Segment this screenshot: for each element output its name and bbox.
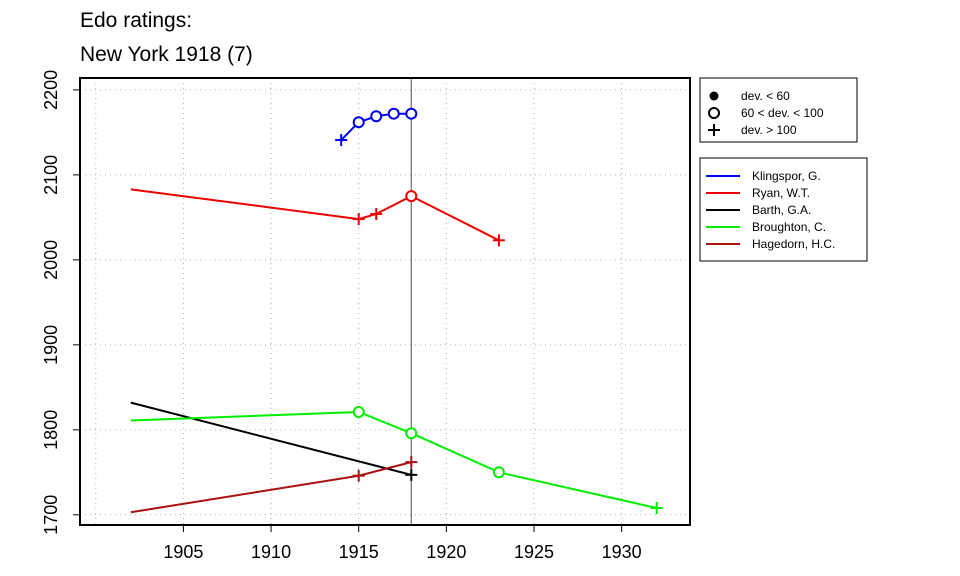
series-broughton-c- [130, 405, 663, 515]
y-tick-label: 1700 [41, 495, 61, 535]
point-plus [492, 234, 505, 247]
series-line [130, 188, 500, 242]
series-legend: Klingspor, G. Ryan, W.T. Barth, G.A. Brough… [699, 157, 868, 262]
x-tick-label: 1920 [426, 542, 466, 562]
point-circle [492, 466, 505, 479]
chart-title-line-1: Edo ratings: [80, 9, 193, 32]
point-circle [708, 107, 720, 119]
y-tick-label: 1800 [41, 410, 61, 450]
point-circle [387, 107, 400, 120]
point-circle [370, 110, 383, 123]
series-legend-label: Hagedorn, H.C. [752, 237, 835, 251]
x-tick-label: 1910 [251, 542, 291, 562]
series-legend-label: Broughton, C. [752, 220, 826, 234]
y-tick-label: 1900 [41, 325, 61, 365]
chart-title-line-2: New York 1918 (7) [80, 43, 253, 66]
point-plus [352, 469, 365, 482]
point-plus [335, 134, 348, 147]
marker-legend: dev. < 60 60 < dev. < 100 dev. > 100 [699, 77, 858, 143]
series-legend-label: Klingspor, G. [752, 169, 821, 183]
point-plus [370, 207, 383, 220]
point-dot [709, 91, 719, 101]
series-line [130, 410, 657, 509]
x-tick-label: 1925 [514, 542, 554, 562]
y-tick-label: 2000 [41, 240, 61, 280]
series-hagedorn-h-c- [130, 456, 418, 514]
point-plus [708, 124, 720, 136]
series-legend-label: Ryan, W.T. [752, 186, 810, 200]
point-plus [405, 456, 418, 469]
x-tick-label: 1930 [602, 542, 642, 562]
point-plus [650, 502, 663, 515]
point-circle [352, 405, 365, 418]
point-circle [352, 116, 365, 129]
series-ryan-w-t- [130, 188, 505, 247]
y-tick-label: 2200 [41, 70, 61, 110]
series-line [130, 461, 412, 514]
marker-legend-label: dev. < 60 [741, 89, 790, 103]
point-plus [352, 213, 365, 226]
point-plus [405, 468, 418, 481]
series-klingspor-g- [335, 107, 418, 147]
grid [80, 78, 690, 525]
marker-legend-label: 60 < dev. < 100 [741, 106, 824, 120]
series-line [130, 401, 412, 476]
x-tick-label: 1915 [339, 542, 379, 562]
x-tick-label: 1905 [163, 542, 203, 562]
point-circle [405, 107, 418, 120]
point-circle [405, 427, 418, 440]
series-barth-g-a- [130, 401, 418, 481]
plot-frame [79, 77, 691, 526]
point-circle [405, 190, 418, 203]
marker-legend-box [699, 77, 858, 143]
series-legend-label: Barth, G.A. [752, 203, 811, 217]
y-tick-label: 2100 [41, 155, 61, 195]
marker-legend-label: dev. > 100 [741, 123, 797, 137]
